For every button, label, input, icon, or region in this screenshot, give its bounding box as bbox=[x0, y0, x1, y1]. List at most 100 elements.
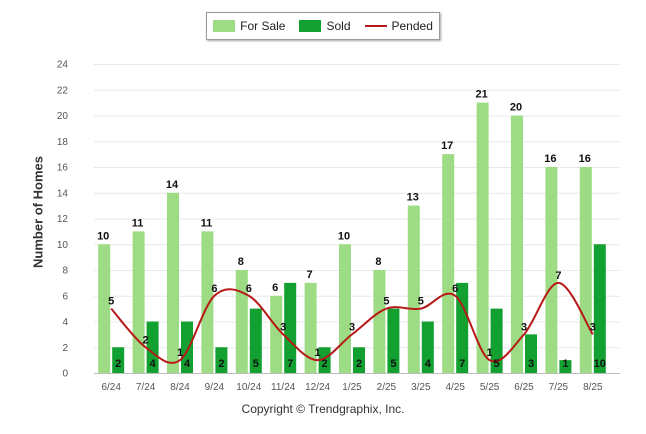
data-label-for-sale: 10 bbox=[97, 230, 109, 242]
bar-sold[interactable] bbox=[353, 347, 365, 373]
data-label-for-sale: 13 bbox=[407, 192, 419, 204]
legend-swatch-for-sale bbox=[213, 20, 236, 32]
bar-sold[interactable] bbox=[146, 321, 159, 374]
bar-for-sale[interactable] bbox=[579, 167, 592, 373]
data-label-sold: 7 bbox=[287, 358, 293, 370]
bar-for-sale[interactable] bbox=[270, 295, 283, 373]
data-label-pended: 2 bbox=[143, 334, 149, 346]
copyright-text: Copyright © Trendgraphix, Inc. bbox=[241, 402, 405, 416]
data-label-sold: 3 bbox=[528, 358, 534, 370]
bar-sold[interactable] bbox=[215, 347, 228, 373]
data-label-for-sale: 10 bbox=[338, 230, 350, 242]
bar-for-sale[interactable] bbox=[304, 282, 317, 373]
x-tick-label: 3/25 bbox=[411, 382, 431, 393]
x-tick-label: 8/24 bbox=[170, 382, 190, 393]
x-tick-label: 4/25 bbox=[445, 382, 465, 393]
y-tick-label: 4 bbox=[62, 317, 68, 328]
bar-sold[interactable] bbox=[525, 334, 537, 373]
bar-for-sale[interactable] bbox=[98, 244, 111, 373]
y-tick-label: 0 bbox=[62, 369, 68, 380]
data-label-sold: 5 bbox=[390, 358, 396, 370]
bar-for-sale[interactable] bbox=[511, 115, 523, 374]
bar-sold[interactable] bbox=[112, 347, 125, 373]
bar-for-sale[interactable] bbox=[235, 270, 248, 373]
x-tick-label: 8/25 bbox=[583, 382, 603, 393]
x-tick-label: 5/25 bbox=[480, 382, 500, 393]
data-label-for-sale: 21 bbox=[475, 89, 487, 101]
data-label-pended: 5 bbox=[418, 296, 424, 308]
legend-swatch-sold bbox=[299, 20, 322, 32]
data-label-for-sale: 11 bbox=[132, 217, 144, 229]
bar-sold[interactable] bbox=[249, 308, 262, 373]
data-label-pended: 3 bbox=[590, 321, 596, 333]
pended-line[interactable] bbox=[110, 281, 594, 364]
bar-for-sale[interactable] bbox=[373, 270, 386, 373]
bar-for-sale[interactable] bbox=[476, 102, 489, 373]
legend: For Sale Sold Pended bbox=[206, 12, 440, 40]
bar-sold[interactable] bbox=[456, 282, 469, 373]
legend-item-pended[interactable]: Pended bbox=[364, 19, 433, 33]
y-tick-label: 6 bbox=[62, 291, 68, 302]
data-label-sold: 5 bbox=[253, 358, 259, 370]
data-label-sold: 4 bbox=[184, 358, 191, 370]
data-label-for-sale: 7 bbox=[307, 269, 313, 281]
x-tick-label: 6/25 bbox=[514, 382, 534, 393]
data-label-sold: 5 bbox=[494, 358, 500, 370]
bar-sold[interactable] bbox=[387, 308, 400, 373]
bar-for-sale[interactable] bbox=[167, 192, 179, 373]
bars bbox=[98, 102, 606, 374]
bar-for-sale[interactable] bbox=[132, 231, 145, 373]
data-label-sold: 4 bbox=[150, 358, 157, 370]
data-label-pended: 1 bbox=[315, 347, 321, 359]
data-label-pended: 6 bbox=[246, 283, 252, 295]
data-label-for-sale: 16 bbox=[579, 153, 591, 165]
data-label-sold: 1 bbox=[562, 358, 568, 370]
x-tick-label: 7/25 bbox=[549, 382, 569, 393]
data-label-pended: 6 bbox=[452, 283, 458, 295]
bar-for-sale[interactable] bbox=[442, 154, 455, 373]
x-tick-label: 7/24 bbox=[136, 382, 156, 393]
bar-sold[interactable] bbox=[593, 244, 606, 373]
bar-sold[interactable] bbox=[421, 321, 434, 374]
bar-sold[interactable] bbox=[284, 282, 297, 373]
x-tick-label: 9/24 bbox=[205, 382, 225, 393]
bar-sold[interactable] bbox=[559, 360, 572, 373]
pended-line-layer bbox=[110, 281, 594, 364]
x-tick-label: 2/25 bbox=[377, 382, 397, 393]
x-tick-label: 10/24 bbox=[236, 382, 261, 393]
y-tick-label: 12 bbox=[57, 214, 69, 225]
y-axis-label: Number of Homes bbox=[30, 156, 46, 268]
x-tick-label: 12/24 bbox=[305, 382, 330, 393]
bar-for-sale[interactable] bbox=[201, 231, 214, 373]
bar-for-sale[interactable] bbox=[339, 244, 351, 373]
data-label-for-sale: 14 bbox=[166, 179, 179, 191]
data-label-sold: 4 bbox=[425, 358, 432, 370]
bar-for-sale[interactable] bbox=[545, 167, 558, 373]
data-label-for-sale: 17 bbox=[441, 140, 453, 152]
y-tick-label: 10 bbox=[57, 240, 69, 251]
legend-item-sold[interactable]: Sold bbox=[299, 19, 351, 33]
data-label-pended: 7 bbox=[555, 270, 561, 282]
bar-sold[interactable] bbox=[181, 321, 193, 374]
data-label-pended: 3 bbox=[280, 321, 286, 333]
data-label-sold: 2 bbox=[322, 358, 328, 370]
x-tick-label: 1/25 bbox=[342, 382, 362, 393]
y-tick-label: 20 bbox=[57, 111, 69, 122]
data-label-for-sale: 16 bbox=[544, 153, 556, 165]
x-tick-label: 6/24 bbox=[101, 382, 121, 393]
data-label-pended: 1 bbox=[177, 347, 183, 359]
data-label-pended: 5 bbox=[383, 296, 389, 308]
legend-label-sold: Sold bbox=[326, 19, 351, 33]
data-label-sold: 2 bbox=[218, 358, 224, 370]
bar-for-sale[interactable] bbox=[407, 205, 420, 373]
legend-item-for-sale[interactable]: For Sale bbox=[213, 19, 285, 33]
bar-sold[interactable] bbox=[490, 308, 503, 373]
data-label-pended: 3 bbox=[349, 321, 355, 333]
data-label-pended: 3 bbox=[521, 321, 527, 333]
data-label-sold: 2 bbox=[115, 358, 121, 370]
y-tick-label: 16 bbox=[57, 163, 69, 174]
bar-sold[interactable] bbox=[318, 347, 331, 373]
